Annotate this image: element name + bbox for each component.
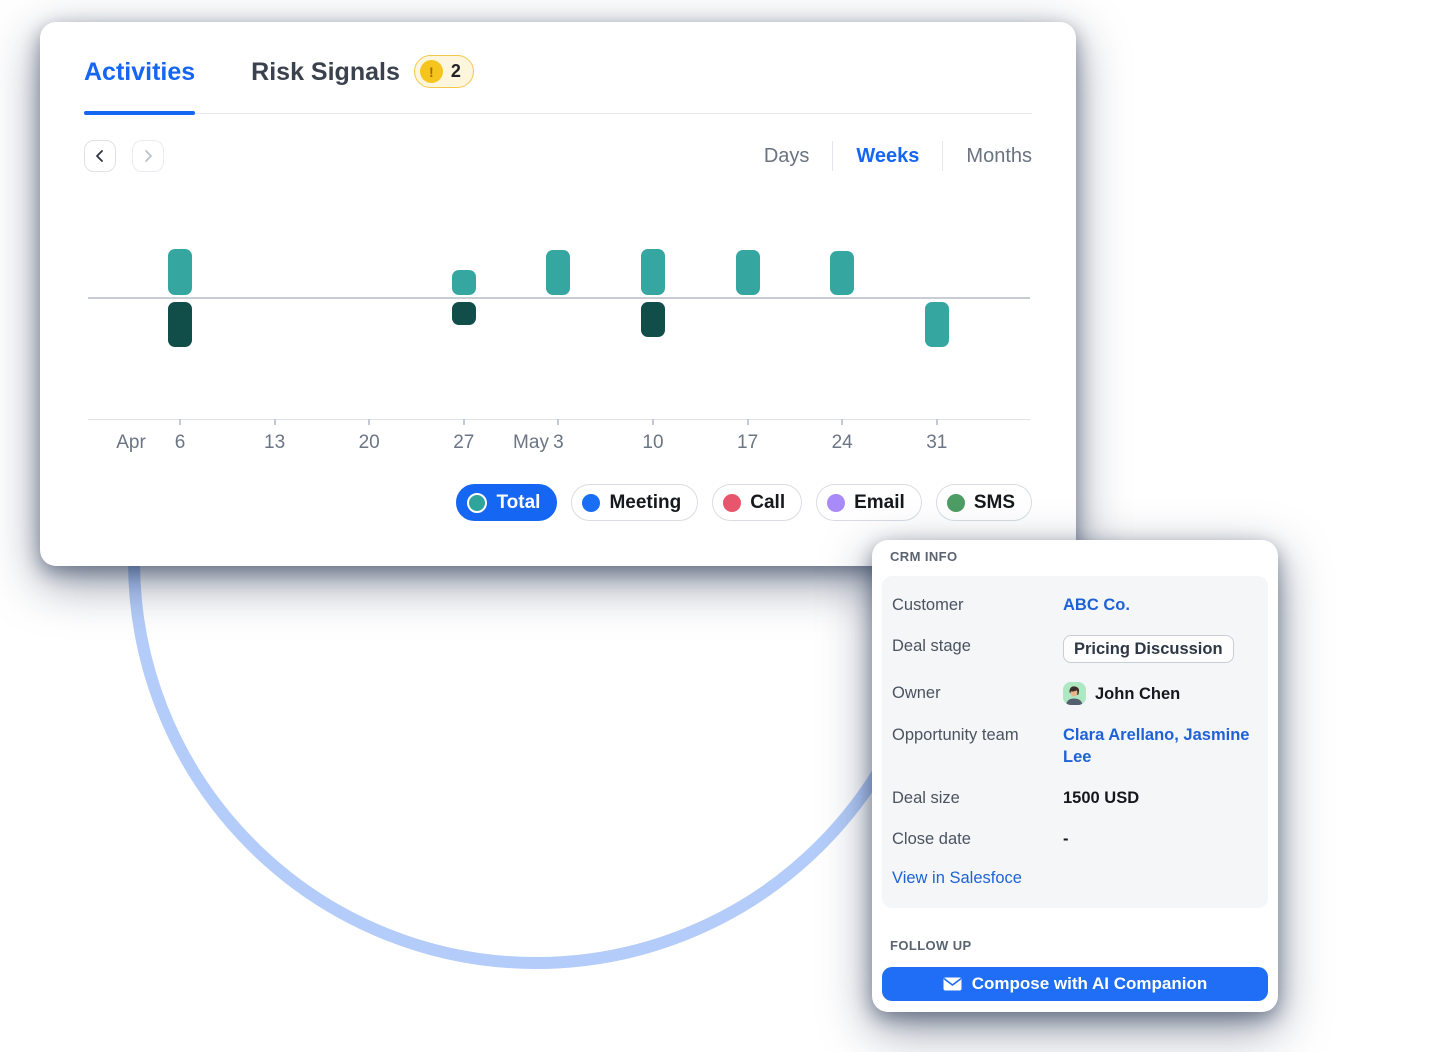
warning-icon: ! (419, 60, 443, 83)
opportunity-team-links[interactable]: Clara Arellano, Jasmine Lee (1063, 726, 1250, 766)
opportunity-team-label: Opportunity team (892, 726, 1019, 744)
x-axis-tick-label: 17 (737, 432, 759, 453)
deal-stage-label: Deal stage (892, 637, 971, 655)
range-toggle: Days Weeks Months (741, 141, 1032, 171)
chevron-left-icon (96, 150, 103, 162)
legend-label: SMS (973, 491, 1015, 513)
activity-bar-below[interactable] (641, 302, 665, 337)
follow-up-title: FOLLOW UP (890, 938, 972, 953)
x-axis-tick (935, 419, 938, 425)
x-axis-tick (557, 419, 560, 425)
tab-activities[interactable]: Activities (84, 56, 196, 115)
activity-bar-below[interactable] (924, 302, 949, 347)
activity-timeline-chart: 6 13 20 27 3 10 17 24 31 Apr May (40, 172, 1076, 484)
x-axis-tick (746, 419, 749, 425)
compose-button-label: Compose with AI Companion (971, 974, 1208, 993)
crm-info-box: Customer ABC Co. Deal stage Pricing Disc… (882, 576, 1268, 908)
x-axis-tick (841, 419, 844, 425)
x-axis-tick-label: 6 (174, 432, 186, 453)
x-axis-month-label: Apr (116, 432, 146, 453)
range-option-months[interactable]: Months (943, 145, 1032, 168)
owner-label: Owner (892, 684, 941, 702)
x-axis-tick-label: 13 (264, 432, 286, 453)
legend-pill-email[interactable]: Email (816, 484, 922, 521)
activity-bar-above[interactable] (546, 250, 571, 295)
risk-badge-count: 2 (450, 61, 461, 81)
range-option-weeks[interactable]: Weeks (833, 145, 942, 168)
risk-badge: ! 2 (413, 55, 474, 88)
crm-row-close-date: Close date - (892, 828, 1258, 850)
x-axis-tick-label: 20 (358, 432, 380, 453)
timeline-nav (84, 140, 164, 172)
activity-bar-above[interactable] (451, 270, 476, 295)
x-axis-tick-label: 3 (553, 432, 564, 453)
tab-activities-label: Activities (84, 58, 196, 86)
crm-row-deal-size: Deal size 1500 USD (892, 787, 1258, 809)
activity-bar-below[interactable] (451, 302, 476, 325)
legend-label: Email (854, 491, 905, 513)
total-series-dot-icon (467, 492, 488, 513)
x-axis-tick-label: 10 (642, 432, 664, 453)
x-axis-month-label: May (513, 432, 549, 453)
activity-bar-below[interactable] (168, 302, 192, 347)
next-button[interactable] (132, 140, 164, 172)
x-axis-tick (179, 419, 181, 425)
crm-row-opportunity-team: Opportunity team Clara Arellano, Jasmine… (892, 724, 1258, 768)
activity-panel: Activities Risk Signals ! 2 Days Weeks M… (40, 22, 1076, 566)
view-in-salesforce-link[interactable]: View in Salesfoce (892, 869, 1022, 887)
range-option-days[interactable]: Days (741, 145, 833, 168)
deal-stage-badge: Pricing Discussion (1063, 635, 1234, 663)
chart-legend: Total Meeting Call Email SMS (40, 484, 1076, 521)
chart-baseline (88, 297, 1030, 299)
legend-pill-total[interactable]: Total (456, 484, 558, 521)
chart-controls: Days Weeks Months (84, 140, 1032, 172)
activity-bar-above[interactable] (168, 249, 192, 295)
legend-label: Call (750, 491, 786, 513)
sms-series-dot-icon (946, 493, 965, 512)
email-series-dot-icon (827, 493, 846, 512)
x-axis-tick-label: 24 (831, 432, 853, 453)
tabs-bar: Activities Risk Signals ! 2 (84, 22, 1032, 115)
legend-label: Total (496, 491, 541, 513)
x-axis-tick-label: 27 (453, 432, 475, 453)
legend-label: Meeting (609, 491, 682, 513)
x-axis-tick (652, 419, 654, 425)
x-axis-tick-label: 31 (926, 432, 948, 453)
customer-label: Customer (892, 596, 964, 614)
legend-pill-meeting[interactable]: Meeting (571, 484, 699, 521)
divider (942, 141, 944, 171)
customer-link[interactable]: ABC Co. (1063, 596, 1130, 614)
chevron-right-icon (145, 150, 152, 162)
meeting-series-dot-icon (582, 493, 601, 512)
avatar (1063, 682, 1086, 705)
deal-size-value: 1500 USD (1063, 789, 1140, 807)
tab-risk-signals[interactable]: Risk Signals ! 2 (251, 55, 474, 113)
crm-info-title: CRM INFO (890, 549, 958, 564)
activity-bar-above[interactable] (641, 249, 665, 295)
crm-row-deal-stage: Deal stage Pricing Discussion (892, 635, 1258, 663)
crm-row-customer: Customer ABC Co. (892, 594, 1258, 616)
close-date-label: Close date (892, 830, 971, 848)
x-axis-tick (462, 419, 465, 425)
divider (832, 141, 834, 171)
envelope-icon (943, 977, 962, 991)
activity-bar-above[interactable] (735, 250, 760, 295)
crm-row-owner: Owner John Chen (892, 682, 1258, 705)
x-axis-tick (273, 419, 276, 425)
close-date-value: - (1063, 830, 1069, 848)
legend-pill-sms[interactable]: SMS (935, 484, 1032, 521)
owner-name: John Chen (1095, 684, 1181, 703)
compose-with-ai-companion-button[interactable]: Compose with AI Companion (882, 967, 1268, 1001)
activity-bar-above[interactable] (830, 251, 855, 295)
call-series-dot-icon (723, 493, 742, 512)
prev-button[interactable] (84, 140, 116, 172)
deal-size-label: Deal size (892, 789, 960, 807)
crm-info-panel: CRM INFO Customer ABC Co. Deal stage Pri… (872, 540, 1278, 1012)
tab-risk-signals-label: Risk Signals (251, 58, 400, 86)
x-axis-tick (368, 419, 371, 425)
legend-pill-call[interactable]: Call (712, 484, 803, 521)
